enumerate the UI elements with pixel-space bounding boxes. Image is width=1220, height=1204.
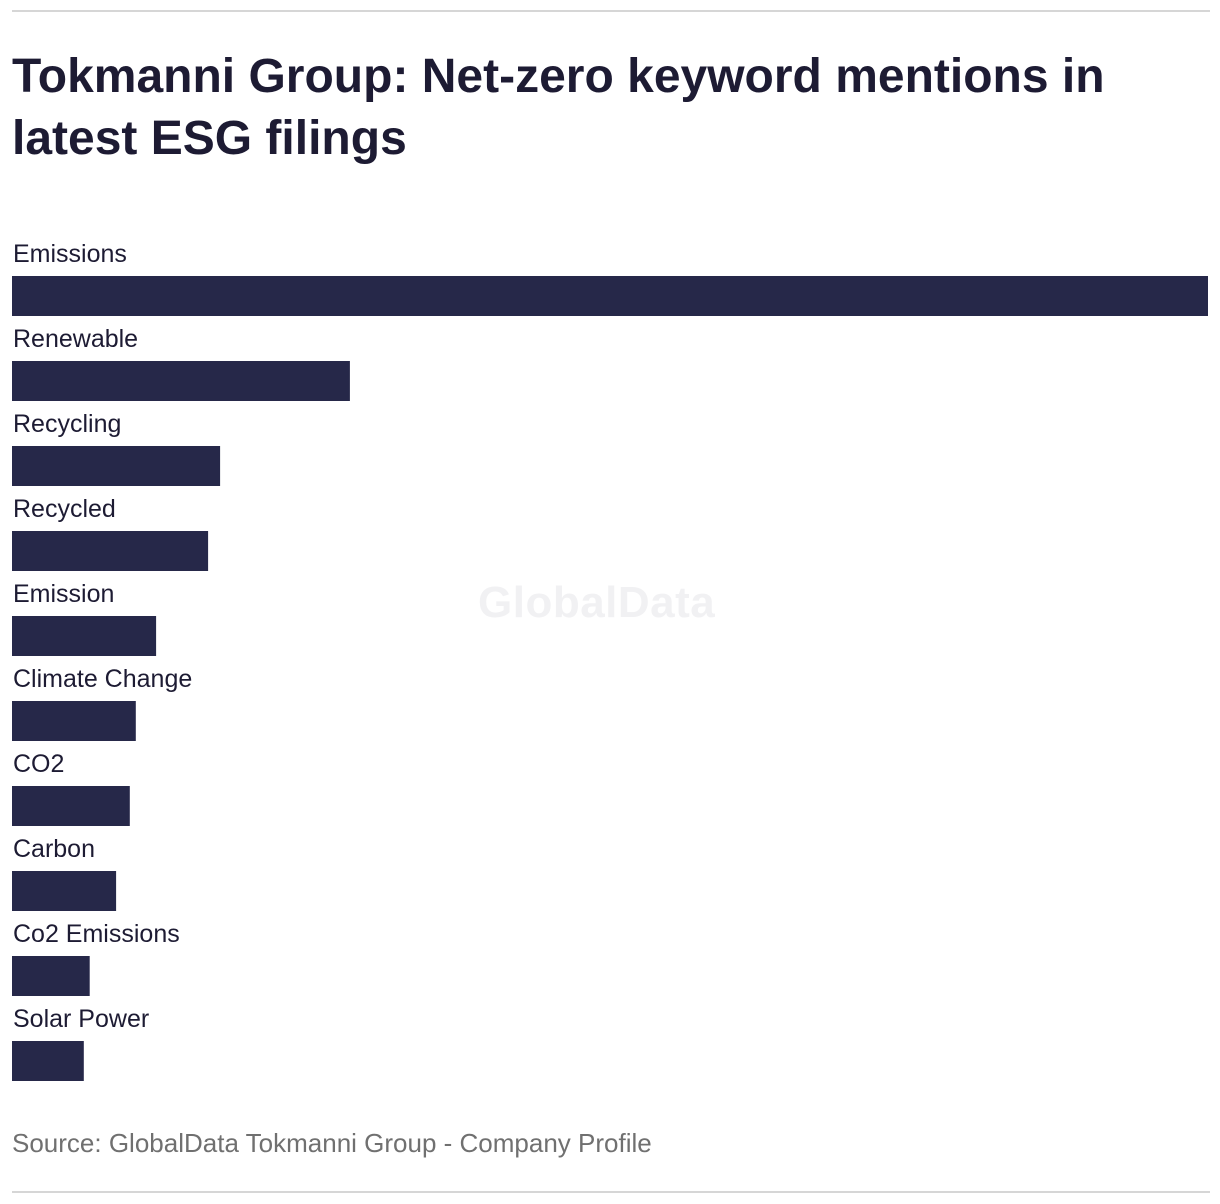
bar [12,446,221,486]
category-label: Recycling [13,410,121,438]
watermark: GlobalData [478,578,716,627]
bar [12,1041,84,1081]
category-label: Emissions [13,240,127,268]
bottom-divider [12,1191,1210,1193]
category-label: Renewable [13,325,138,353]
bar [12,361,350,401]
bar [12,871,117,911]
category-label: CO2 [13,750,64,778]
bar [12,786,130,826]
bar [12,276,1208,316]
chart-title: Tokmanni Group: Net-zero keyword mention… [12,50,1105,165]
top-divider [12,10,1210,12]
bar [12,956,90,996]
bar [12,616,157,656]
bar [12,701,136,741]
category-label: Climate Change [13,665,192,693]
category-label: Co2 Emissions [13,920,180,948]
category-label: Carbon [13,835,95,863]
category-label: Emission [13,580,114,608]
category-label: Recycled [13,495,116,523]
bars-layer: Emissions Renewable Recycling Recycled Emiss… [12,240,1208,1081]
bar [12,531,209,571]
category-label: Solar Power [13,1005,149,1033]
source-note: Source: GlobalData Tokmanni Group - Comp… [12,1128,652,1158]
